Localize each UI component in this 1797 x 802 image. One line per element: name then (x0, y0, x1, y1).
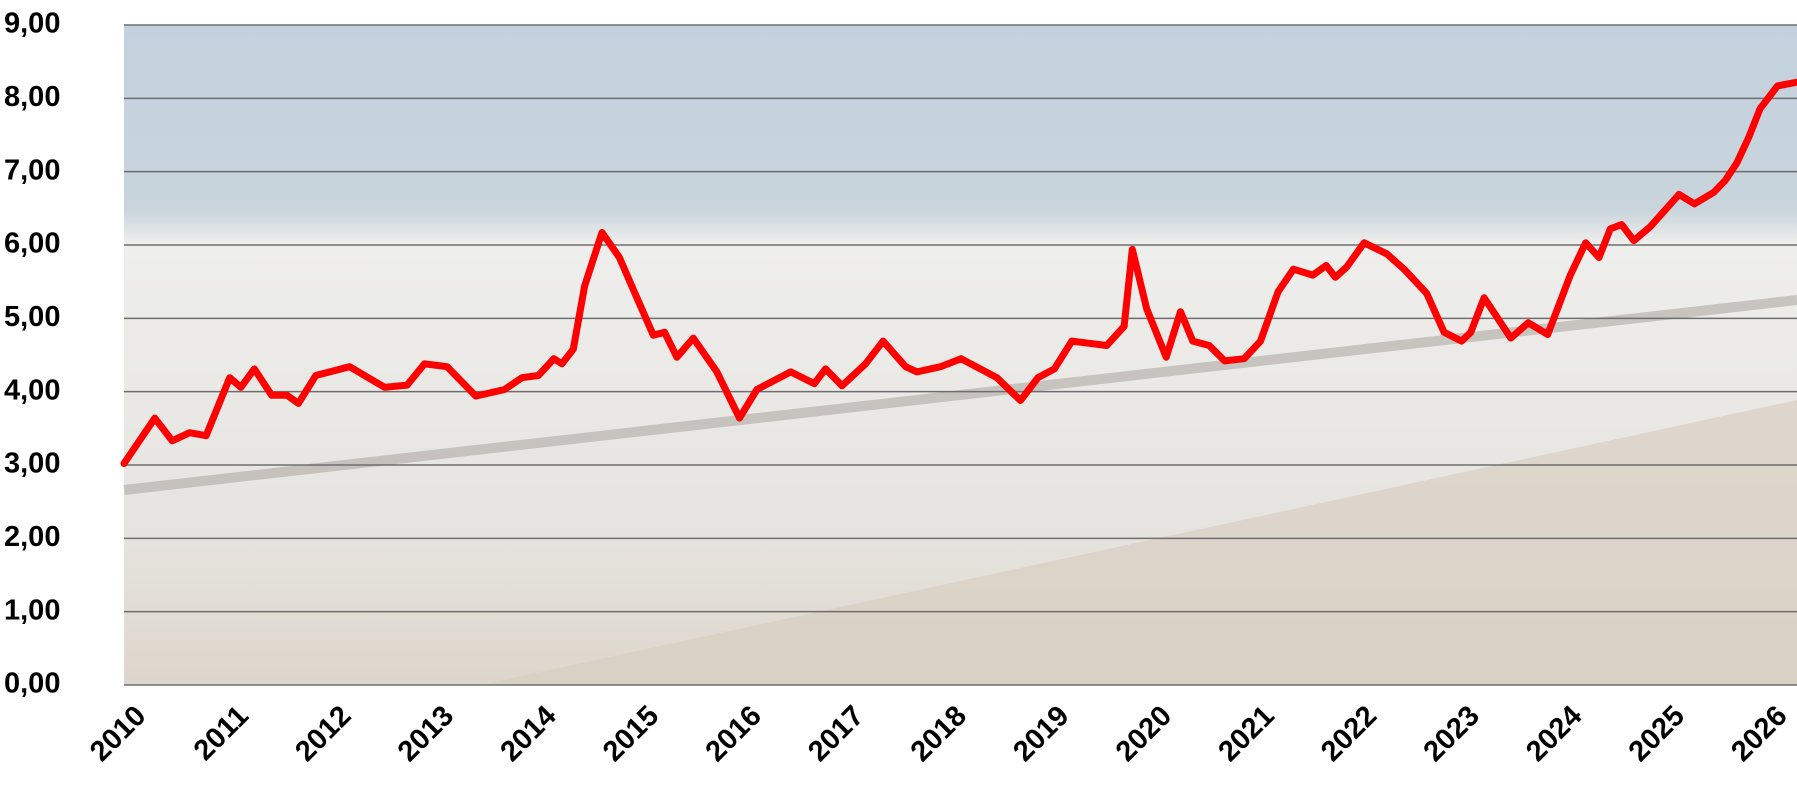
y-tick-label: 0,00 (4, 668, 60, 700)
y-tick-label: 3,00 (4, 448, 60, 480)
y-tick-label: 7,00 (4, 154, 60, 186)
x-tick-label: 2017 (802, 700, 870, 768)
x-tick-label: 2012 (289, 700, 357, 768)
x-tick-label: 2016 (700, 700, 768, 768)
x-tick-label: 2014 (494, 700, 562, 768)
x-tick-label: 2013 (392, 700, 460, 768)
x-tick-label: 2023 (1418, 700, 1486, 768)
x-tick-label: 2021 (1212, 700, 1280, 768)
y-tick-label: 5,00 (4, 301, 60, 333)
y-tick-label: 1,00 (4, 594, 60, 626)
x-tick-label: 2024 (1520, 700, 1588, 768)
x-tick-label: 2022 (1315, 700, 1383, 768)
x-tick-label: 2026 (1725, 700, 1793, 768)
x-tick-label: 2020 (1110, 700, 1178, 768)
y-tick-label: 2,00 (4, 521, 60, 553)
x-tick-label: 2015 (597, 700, 665, 768)
y-tick-label: 9,00 (4, 8, 60, 40)
y-tick-label: 8,00 (4, 81, 60, 113)
x-tick-label: 2025 (1623, 700, 1691, 768)
x-tick-label: 2018 (905, 700, 973, 768)
x-tick-label: 2010 (84, 700, 152, 768)
y-tick-label: 4,00 (4, 374, 60, 406)
data-line (120, 78, 1797, 467)
y-tick-label: 6,00 (4, 228, 60, 260)
background-trough (480, 400, 1797, 685)
x-tick-label: 2019 (1007, 700, 1075, 768)
x-tick-label: 2011 (188, 700, 255, 767)
